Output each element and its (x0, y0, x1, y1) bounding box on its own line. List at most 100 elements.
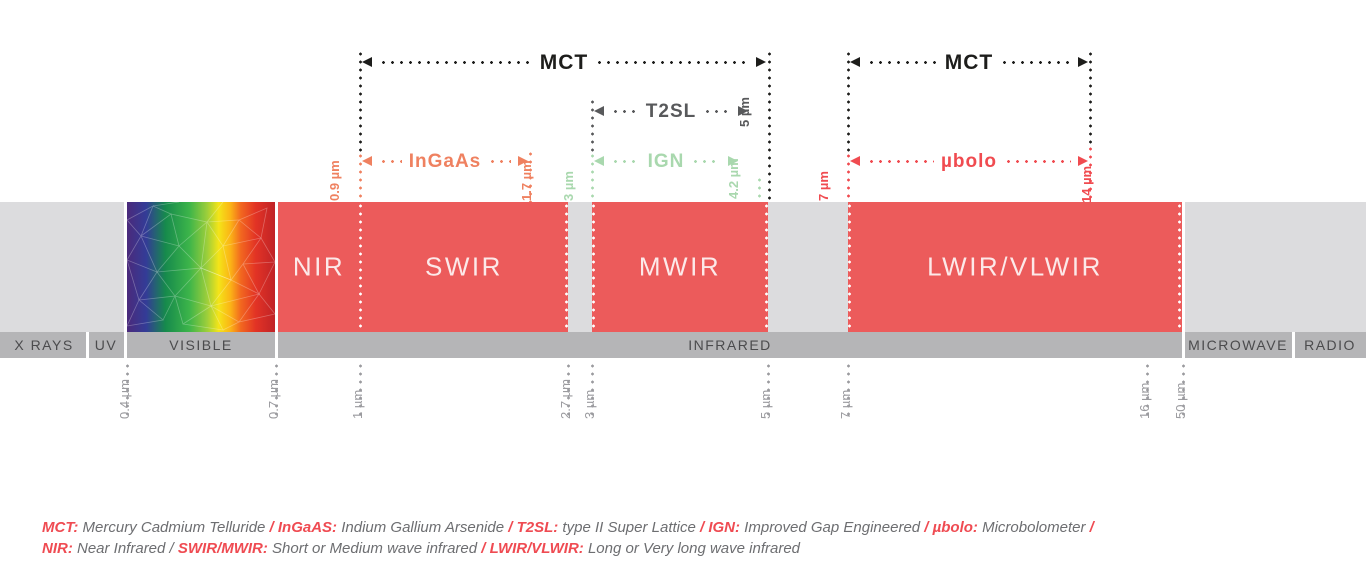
legend-term: / (1089, 519, 1094, 536)
ir-block-nir-swir: NIR SWIR (278, 202, 568, 332)
triangle-mesh (126, 201, 276, 331)
legend-definition: Mercury Cadmium Telluride (78, 519, 270, 536)
annotation-vline (1089, 145, 1092, 202)
band-boundary-dotted-line (565, 202, 568, 332)
detector-arrow-ingaas: InGaAs (362, 150, 528, 172)
arrow-head-right-t2sl (738, 106, 749, 116)
arrow-dotted-line (1004, 159, 1072, 163)
wavelength-tick-line (567, 362, 570, 418)
detector-arrow-t2sl: T2SL (594, 100, 749, 122)
arrow-dotted-line (379, 60, 533, 64)
band-boundary-dotted-line (1178, 202, 1181, 332)
wavelength-tick-label: 3 µm (582, 389, 597, 419)
wavelength-tick-line (591, 362, 594, 418)
wavelength-tick-label: 0.4 µm (117, 378, 132, 419)
wavelength-tick-label: 5 µm (758, 389, 773, 419)
detector-arrow-mct-1: MCT (362, 51, 766, 73)
wavelength-tick-line (126, 362, 129, 418)
arrow-dotted-line (488, 159, 511, 163)
detector-label-ubolo: µbolo (940, 150, 998, 172)
annotation-vline (359, 50, 362, 152)
legend-term: SWIR/MWIR: (177, 540, 268, 557)
spectrum-category-strip (0, 332, 1366, 358)
wavelength-tick-line (1182, 362, 1185, 418)
arrow-head-left-ubolo (850, 156, 860, 166)
legend-term: / InGaAS: (269, 519, 338, 536)
ir-block-label: NIR (292, 251, 346, 282)
arrow-head-right-ign (728, 156, 738, 166)
wavelength-tick-line (359, 362, 362, 418)
arrow-dotted-line (611, 109, 639, 113)
ir-block-mwir: MWIR (592, 202, 768, 332)
legend-term: / IGN: (700, 519, 741, 536)
wavelength-tick-label: 16 µm (1137, 382, 1152, 419)
legend-definition: Improved Gap Engineered (740, 519, 925, 536)
arrow-dotted-line (611, 159, 641, 163)
legend-line-1: MCT: Mercury Cadmium Telluride / InGaAS:… (42, 517, 1352, 538)
detector-arrow-ign: IGN (594, 150, 738, 172)
band-boundary-dotted-line (848, 202, 851, 332)
wavelength-tick-line (847, 362, 850, 418)
wavelength-tick-label: 7 µm (838, 389, 853, 419)
annotation-vline (359, 152, 362, 202)
wavelength-tick-label: 1 µm (350, 389, 365, 419)
arrow-dotted-line (1000, 60, 1071, 64)
legend-term: / LWIR/VLWIR: (481, 540, 584, 557)
wavelength-tick-line (275, 362, 278, 418)
arrow-head-left-mct-1 (362, 57, 372, 67)
ir-block-label: SWIR (425, 251, 503, 282)
wavelength-tick-label: 50 µm (1173, 382, 1188, 419)
legend-term: NIR: (42, 540, 73, 557)
legend-definition: Microbolometer (977, 519, 1090, 536)
arrow-head-right-ubolo (1078, 156, 1089, 166)
arrow-head-left-ingaas (362, 156, 372, 166)
wavelength-tick-label: 2.7 µm (558, 378, 573, 419)
arrow-head-left-mct-2 (850, 57, 860, 67)
arrow-head-right-mct-2 (1078, 57, 1088, 67)
legend-term: / µbolo: (924, 519, 978, 536)
band-boundary-dotted-line (592, 202, 595, 332)
legend-definition: type II Super Lattice (558, 519, 701, 536)
arrow-dotted-line (691, 159, 721, 163)
category-separator (124, 202, 127, 358)
category-separator (86, 332, 89, 358)
ir-block-label: LWIR/VLWIR (927, 251, 1103, 282)
arrow-dotted-line (379, 159, 402, 163)
arrow-dotted-line (867, 60, 938, 64)
annotation-vline (591, 152, 594, 202)
annotation-vline (591, 98, 594, 152)
detector-arrow-ubolo: µbolo (850, 150, 1089, 172)
detector-label-mct-1: MCT (539, 50, 589, 74)
rainbow-gradient-svg (126, 201, 276, 332)
wavelength-tick-line (1146, 362, 1149, 418)
annotation-vline (768, 50, 771, 202)
arrow-head-left-ign (594, 156, 604, 166)
arrow-dotted-line (703, 109, 732, 113)
band-boundary-dotted-line (359, 202, 362, 332)
detector-label-mct-2: MCT (944, 50, 994, 74)
legend-definition: Short or Medium wave infrared (267, 540, 482, 557)
legend-definition: Near Infrared / (72, 540, 178, 557)
band-boundary-dotted-line (765, 202, 768, 332)
category-separator (1182, 202, 1185, 358)
arrow-head-left-t2sl (594, 106, 604, 116)
annotation-vline (1089, 50, 1092, 145)
arrow-head-right-mct-1 (756, 57, 766, 67)
detector-arrow-mct-2: MCT (850, 51, 1088, 73)
legend-term: MCT: (42, 519, 79, 536)
detector-label-ign: IGN (647, 150, 685, 172)
arrow-head-right-ingaas (518, 156, 528, 166)
legend-line-2: NIR: Near Infrared / SWIR/MWIR: Short or… (42, 538, 1352, 559)
legend-definition: Indium Gallium Arsenide (337, 519, 509, 536)
annotation-vline (847, 50, 850, 152)
legend-term: / T2SL: (508, 519, 559, 536)
legend: MCT: Mercury Cadmium Telluride / InGaAS:… (42, 517, 1352, 559)
wavelength-tick-label: 0.7 µm (266, 378, 281, 419)
arrow-dotted-line (595, 60, 749, 64)
detector-label-ingaas: InGaAs (408, 150, 482, 172)
annotation-vline (529, 150, 532, 202)
